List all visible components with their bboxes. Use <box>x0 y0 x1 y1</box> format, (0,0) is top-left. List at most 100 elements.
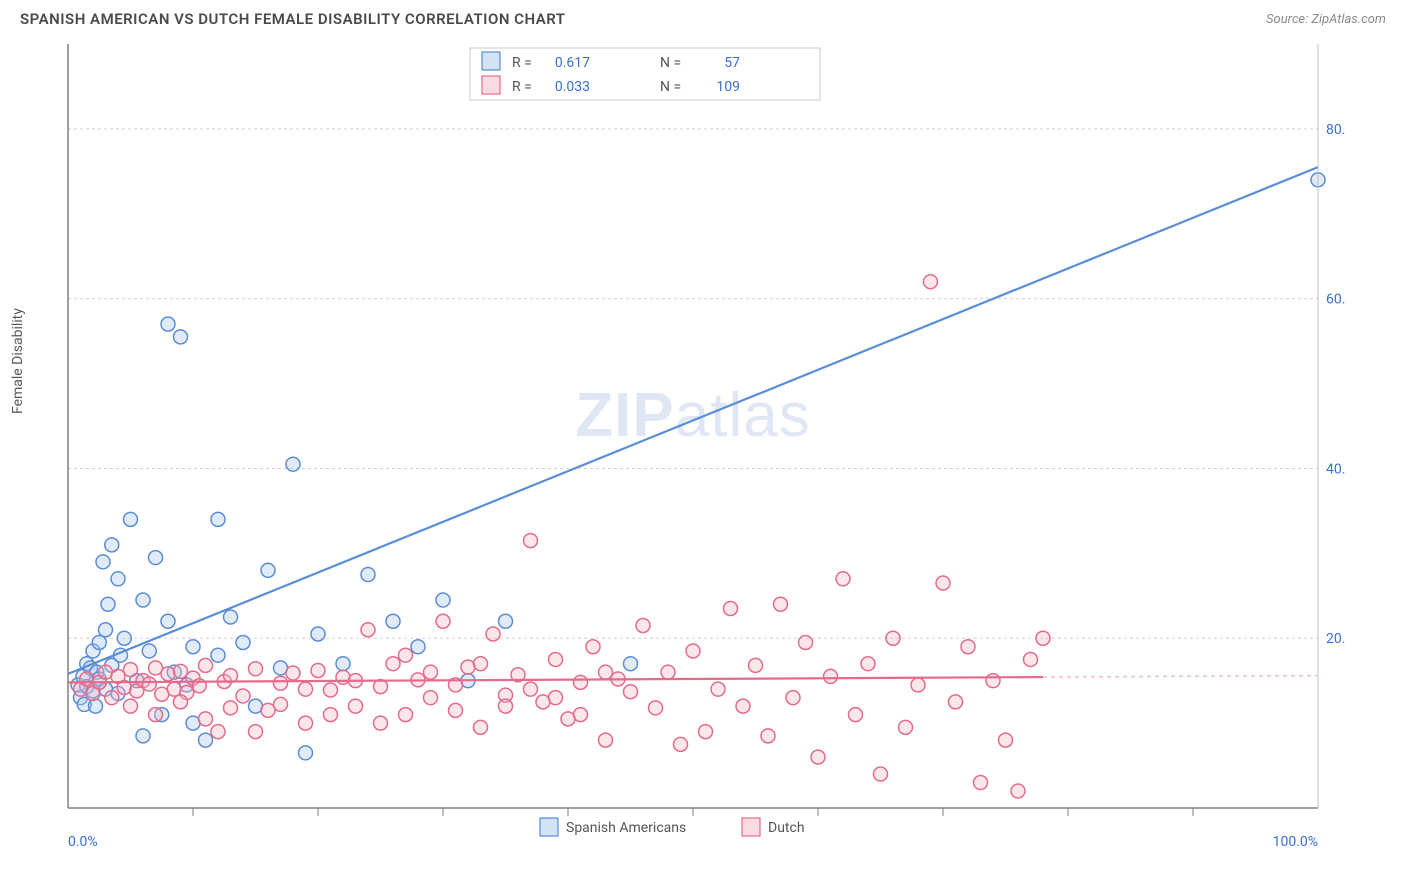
data-point <box>286 457 300 471</box>
chart-source: Source: ZipAtlas.com <box>1266 12 1386 27</box>
data-point <box>361 568 375 582</box>
data-point <box>149 551 163 565</box>
data-point <box>874 767 888 781</box>
legend-r-value: 0.033 <box>555 79 590 95</box>
data-point <box>911 678 925 692</box>
data-point <box>274 697 288 711</box>
data-point <box>899 720 913 734</box>
data-point <box>224 701 238 715</box>
data-point <box>411 640 425 654</box>
data-point <box>211 725 225 739</box>
data-point <box>524 534 538 548</box>
data-point <box>436 614 450 628</box>
y-tick-label: 40.0% <box>1326 461 1346 477</box>
data-point <box>199 733 213 747</box>
data-point <box>1011 784 1025 798</box>
y-tick-label: 60.0% <box>1326 292 1346 308</box>
data-point <box>711 682 725 696</box>
data-point <box>636 618 650 632</box>
data-point <box>199 658 213 672</box>
data-point <box>1036 631 1050 645</box>
data-point <box>861 657 875 671</box>
data-point <box>161 614 175 628</box>
legend-swatch <box>742 818 760 836</box>
data-point <box>486 627 500 641</box>
data-point <box>936 576 950 590</box>
chart-title: SPANISH AMERICAN VS DUTCH FEMALE DISABIL… <box>20 10 566 28</box>
data-point <box>124 512 138 526</box>
watermark: ZIPatlas <box>575 381 810 450</box>
data-point <box>849 708 863 722</box>
data-point <box>424 665 438 679</box>
data-point <box>236 635 250 649</box>
data-point <box>136 593 150 607</box>
data-point <box>324 683 338 697</box>
trend-line <box>68 167 1318 674</box>
legend-series-label: Dutch <box>768 820 805 836</box>
data-point <box>524 682 538 696</box>
data-point <box>105 538 119 552</box>
data-point <box>886 631 900 645</box>
legend-n-value: 109 <box>716 79 740 95</box>
trend-line <box>68 677 1043 682</box>
data-point <box>436 593 450 607</box>
data-point <box>161 667 175 681</box>
data-point <box>374 716 388 730</box>
data-point <box>599 733 613 747</box>
data-point <box>574 708 588 722</box>
legend-n-value: 57 <box>724 55 740 71</box>
chart-header: SPANISH AMERICAN VS DUTCH FEMALE DISABIL… <box>0 0 1406 34</box>
data-point <box>174 664 188 678</box>
data-point <box>961 640 975 654</box>
data-point <box>311 663 325 677</box>
data-point <box>101 597 115 611</box>
data-point <box>449 703 463 717</box>
data-point <box>211 648 225 662</box>
data-point <box>117 631 131 645</box>
data-point <box>174 695 188 709</box>
data-point <box>974 776 988 790</box>
data-point <box>424 691 438 705</box>
data-point <box>236 689 250 703</box>
data-point <box>661 665 675 679</box>
data-point <box>674 737 688 751</box>
data-point <box>649 701 663 715</box>
legend-r-label: R = <box>512 55 532 71</box>
data-point <box>299 716 313 730</box>
data-point <box>136 729 150 743</box>
data-point <box>686 644 700 658</box>
data-point <box>174 330 188 344</box>
data-point <box>386 657 400 671</box>
data-point <box>761 729 775 743</box>
data-point <box>724 602 738 616</box>
y-axis-label: Female Disability <box>10 308 26 414</box>
data-point <box>89 699 103 713</box>
data-point <box>249 725 263 739</box>
data-point <box>399 648 413 662</box>
data-point <box>105 691 119 705</box>
data-point <box>274 676 288 690</box>
x-tick-label: 0.0% <box>68 834 98 850</box>
data-point <box>361 623 375 637</box>
data-point <box>324 708 338 722</box>
data-point <box>986 674 1000 688</box>
data-point <box>474 657 488 671</box>
legend-n-label: N = <box>660 55 681 71</box>
data-point <box>549 691 563 705</box>
data-point <box>574 675 588 689</box>
data-point <box>249 662 263 676</box>
legend-swatch <box>482 76 500 94</box>
data-point <box>336 657 350 671</box>
data-point <box>949 695 963 709</box>
data-point <box>699 725 713 739</box>
data-point <box>749 658 763 672</box>
data-point <box>386 614 400 628</box>
legend-r-value: 0.617 <box>555 55 590 71</box>
data-point <box>199 712 213 726</box>
data-point <box>96 555 110 569</box>
x-tick-label: 100.0% <box>1273 834 1318 850</box>
data-point <box>224 610 238 624</box>
y-tick-label: 20.0% <box>1326 631 1346 647</box>
chart-container: Female Disability ZIPatlas0.0%100.0%20.0… <box>20 34 1386 884</box>
y-tick-label: 80.0% <box>1326 122 1346 138</box>
